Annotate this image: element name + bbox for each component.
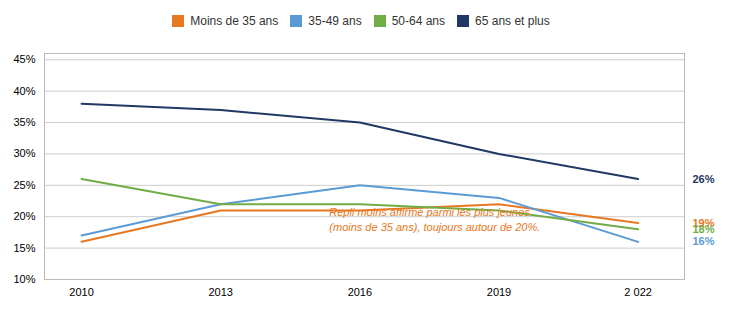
svg-text:25%: 25% (13, 179, 35, 191)
svg-text:35%: 35% (13, 116, 35, 128)
svg-text:10%: 10% (13, 273, 35, 285)
html-text:Moins de 35 ans: Moins de 35 ans (190, 13, 279, 28)
svg-text:40%: 40% (13, 85, 35, 97)
html-text:65 ans et plus: 65 ans et plus (475, 13, 550, 28)
svg-text:2010: 2010 (69, 286, 93, 298)
svg-text:2019: 2019 (487, 286, 511, 298)
svg-text:Repli moins affirmé parmi les: Repli moins affirmé parmi les plus jeune… (329, 206, 540, 233)
svg-text:16%: 16% (693, 235, 715, 247)
svg-text:15%: 15% (13, 242, 35, 254)
svg-text:20%: 20% (13, 210, 35, 222)
svg-text:30%: 30% (13, 147, 35, 159)
svg-text:2013: 2013 (208, 286, 232, 298)
svg-text:2016: 2016 (348, 286, 372, 298)
svg-text:2 022: 2 022 (624, 286, 652, 298)
html-text:50-64 ans: 50-64 ans (391, 13, 445, 28)
svg-text:45%: 45% (13, 53, 35, 65)
html-text:35-49 ans: 35-49 ans (308, 13, 362, 28)
svg-text:18%: 18% (693, 223, 715, 235)
svg-text:26%: 26% (693, 173, 715, 185)
